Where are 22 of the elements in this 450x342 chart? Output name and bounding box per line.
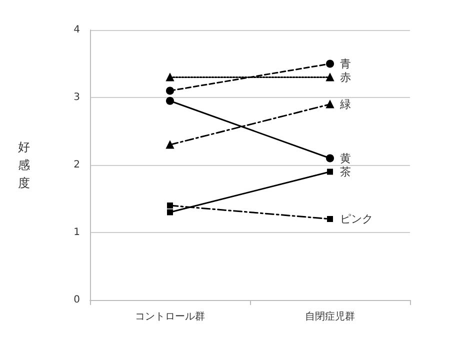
point xyxy=(167,202,173,208)
y-tick-label: 3 xyxy=(74,92,80,103)
series-label: 青 xyxy=(340,57,351,70)
series-label: 茶 xyxy=(340,165,351,178)
point xyxy=(166,96,174,105)
y-tick-label: 2 xyxy=(74,160,80,170)
point xyxy=(166,86,174,95)
point xyxy=(327,216,333,222)
y-axis-title: 好感度 xyxy=(18,140,30,190)
y-tick-label: 0 xyxy=(74,294,80,306)
series-label: ピンク xyxy=(340,212,373,226)
series-label: 黄 xyxy=(340,152,351,165)
point xyxy=(327,168,333,175)
point xyxy=(167,209,173,216)
point xyxy=(326,60,334,68)
point xyxy=(326,154,334,162)
y-tick-label: 4 xyxy=(74,24,80,36)
x-tick-label: 自閉症児群 xyxy=(305,310,355,322)
series-label: 赤 xyxy=(340,70,351,84)
x-tick-label: コントロール群 xyxy=(135,310,205,322)
y-tick-label: 1 xyxy=(74,227,80,238)
series-label: 緑 xyxy=(339,98,351,111)
